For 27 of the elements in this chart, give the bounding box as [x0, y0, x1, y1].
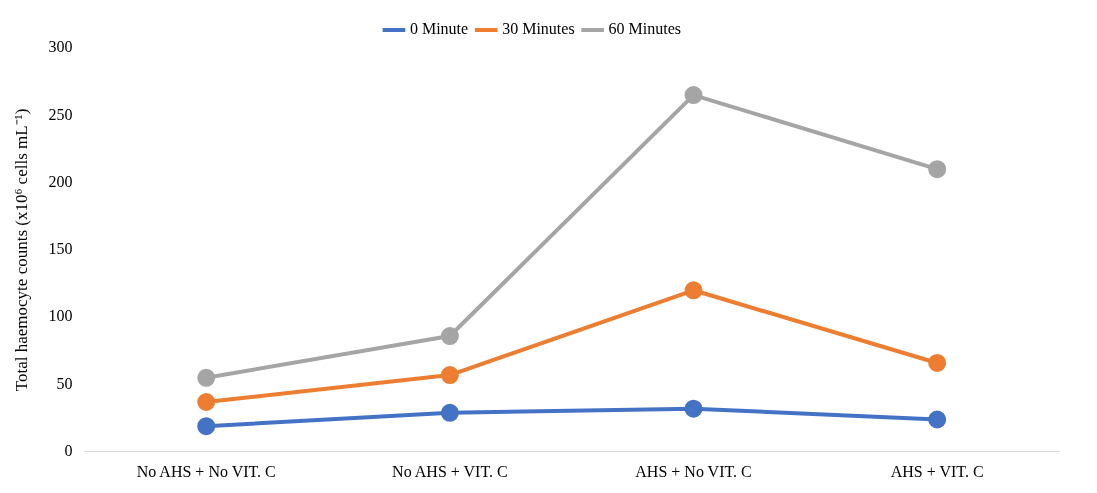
y-tick-label: 300	[48, 38, 73, 56]
y-tick-label: 250	[48, 105, 73, 123]
point	[440, 403, 459, 422]
point	[684, 281, 703, 300]
point	[928, 160, 947, 179]
point	[197, 393, 216, 411]
y-tick-label: 150	[48, 240, 73, 258]
point	[197, 368, 216, 387]
point	[684, 86, 703, 105]
x-tick-label: AHS + No VIT. C	[635, 462, 752, 480]
y-tick-label: 50	[56, 374, 73, 392]
legend-label: 0 Minute	[409, 20, 469, 38]
y-tick-label: 200	[48, 172, 73, 190]
x-tick-label: No AHS + No VIT. C	[136, 462, 276, 480]
point	[197, 417, 216, 436]
point	[440, 366, 459, 385]
x-tick-label: No AHS + VIT. C	[392, 462, 508, 480]
point	[928, 410, 947, 429]
x-tick-label: AHS + VIT. C	[890, 462, 984, 480]
y-tick-label: 100	[48, 307, 73, 325]
y-axis-title: Total haemocyte counts (x10⁶ cells mL⁻¹)	[11, 108, 31, 392]
point	[684, 399, 703, 418]
legend-label: 30 Minutes	[502, 20, 575, 38]
point	[440, 327, 459, 346]
y-tick-label: 0	[64, 442, 73, 459]
point	[928, 353, 947, 372]
legend-label: 60 Minutes	[608, 20, 682, 38]
